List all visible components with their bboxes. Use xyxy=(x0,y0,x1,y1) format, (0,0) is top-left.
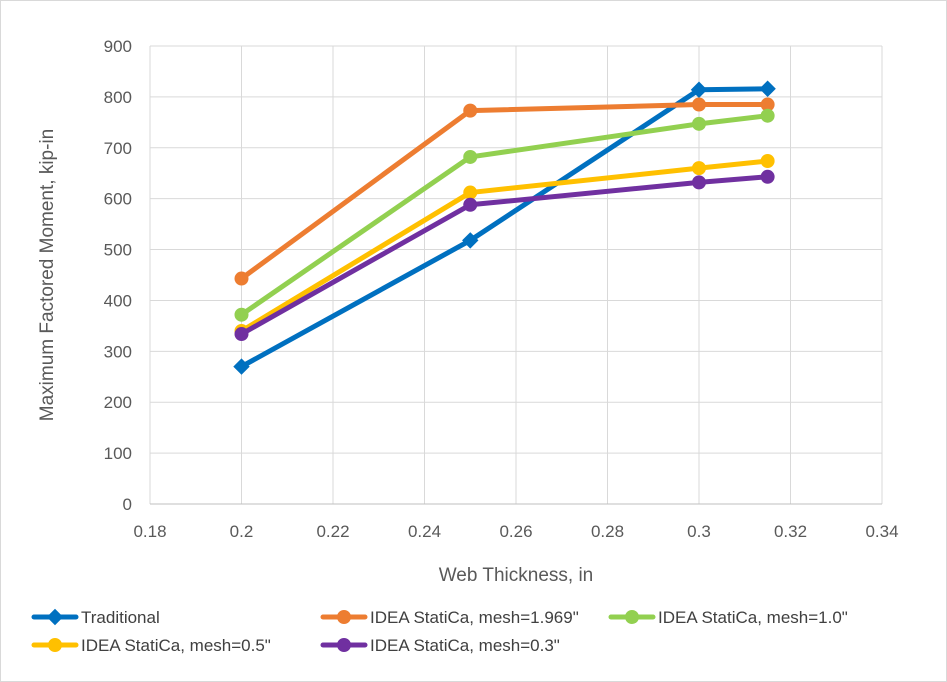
series-line xyxy=(239,86,771,370)
legend-label: IDEA StatiCa, mesh=1.969" xyxy=(370,608,579,627)
data-point xyxy=(234,327,249,342)
y-tick-label: 400 xyxy=(104,291,132,310)
x-tick-label: 0.18 xyxy=(133,522,166,541)
x-tick-label: 0.24 xyxy=(408,522,441,541)
series-line xyxy=(239,158,771,334)
y-tick-label: 200 xyxy=(104,393,132,412)
legend-label: IDEA StatiCa, mesh=1.0" xyxy=(658,608,848,627)
x-tick-label: 0.3 xyxy=(687,522,711,541)
legend-label: Traditional xyxy=(81,608,160,627)
data-point xyxy=(234,271,249,286)
y-tick-label: 300 xyxy=(104,342,132,361)
legend-label: IDEA StatiCa, mesh=0.5" xyxy=(81,636,271,655)
y-tick-label: 900 xyxy=(104,37,132,56)
y-tick-label: 500 xyxy=(104,241,132,260)
data-point xyxy=(692,161,706,176)
legend-marker xyxy=(337,610,351,624)
series-lines xyxy=(233,80,776,375)
data-point xyxy=(463,149,478,164)
data-point xyxy=(233,358,250,375)
x-tick-label: 0.34 xyxy=(865,522,898,541)
legend-marker xyxy=(337,638,351,652)
data-point xyxy=(463,197,478,212)
x-tick-label: 0.28 xyxy=(591,522,624,541)
y-tick-label: 800 xyxy=(104,88,132,107)
data-point xyxy=(234,307,249,322)
data-point xyxy=(692,116,706,131)
legend-marker xyxy=(625,610,639,624)
legend-marker xyxy=(46,608,64,626)
series-line xyxy=(239,102,771,282)
x-tick-label: 0.26 xyxy=(499,522,532,541)
data-point xyxy=(760,108,775,123)
x-tick-label: 0.32 xyxy=(774,522,807,541)
series-3 xyxy=(234,154,775,338)
x-tick-label: 0.2 xyxy=(230,522,254,541)
y-tick-label: 100 xyxy=(104,444,132,463)
y-tick-label: 600 xyxy=(104,190,132,209)
series-0 xyxy=(233,80,776,375)
data-point xyxy=(463,103,478,118)
data-point xyxy=(692,175,706,190)
legend-marker xyxy=(48,638,62,652)
legend-label: IDEA StatiCa, mesh=0.3" xyxy=(370,636,560,655)
y-axis-title: Maximum Factored Moment, kip-in xyxy=(37,129,58,421)
x-tick-label: 0.22 xyxy=(316,522,349,541)
series-line xyxy=(239,113,771,318)
tick-labels: 0 100 200 300 400 500 600 700 800 900 0.18 0.2 0.22 0… xyxy=(104,37,899,541)
legend-entry: IDEA StatiCa, mesh=0.3" xyxy=(320,636,560,655)
series-2 xyxy=(234,108,775,322)
legend-entry: Traditional xyxy=(31,608,160,627)
data-point xyxy=(760,169,775,184)
data-point xyxy=(462,232,479,249)
legend-entry: IDEA StatiCa, mesh=1.969" xyxy=(320,608,579,627)
legend-entry: IDEA StatiCa, mesh=0.5" xyxy=(31,636,271,655)
legend-entry: IDEA StatiCa, mesh=1.0" xyxy=(608,608,848,627)
series-4 xyxy=(234,169,775,342)
data-point xyxy=(690,81,708,98)
data-point xyxy=(463,185,478,200)
y-tick-label: 700 xyxy=(104,139,132,158)
series-1 xyxy=(234,97,775,286)
data-point xyxy=(759,80,776,97)
data-point xyxy=(692,97,706,112)
x-axis-title: Web Thickness, in xyxy=(439,565,594,586)
legend: Traditional IDEA StatiCa, mesh=1.969" IDEA… xyxy=(31,608,848,655)
y-tick-label: 0 xyxy=(123,495,132,514)
series-line xyxy=(239,174,771,337)
data-point xyxy=(760,154,775,169)
